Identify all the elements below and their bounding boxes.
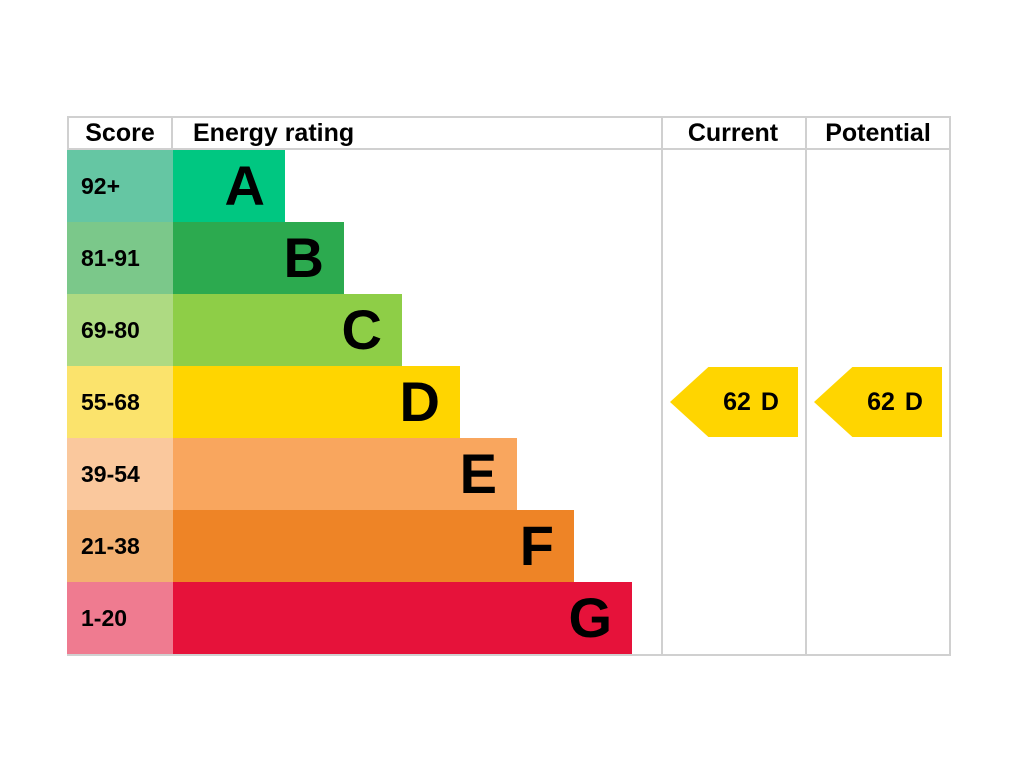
score-range-a: 92+ <box>67 150 173 222</box>
rating-letter-e: E <box>459 442 497 505</box>
header-left-border <box>67 116 69 150</box>
potential-header: Potential <box>825 118 931 147</box>
score-range-g: 1-20 <box>67 582 173 654</box>
potential-score-value: 62 <box>867 387 895 416</box>
energy-rating-header: Energy rating <box>193 118 355 147</box>
rating-bands: 92+ A 81-91 B 69-80 C 55-68 D 39-54 <box>67 150 951 654</box>
band-row-d: 55-68 D <box>67 366 951 438</box>
band-row-f: 21-38 F <box>67 510 951 582</box>
table-bottom-border <box>67 654 951 656</box>
rating-bar-b: B <box>173 222 344 294</box>
rating-bar-c: C <box>173 294 402 366</box>
potential-rating-letter: D <box>904 387 923 416</box>
epc-rating-chart: Score Energy rating Current Potential 92… <box>67 116 951 656</box>
rating-letter-f: F <box>519 514 554 577</box>
band-row-c: 69-80 C <box>67 294 951 366</box>
rating-bar-e: E <box>173 438 517 510</box>
current-score-value: 62 <box>723 387 751 416</box>
rating-bar-g: G <box>173 582 632 654</box>
band-row-a: 92+ A <box>67 150 951 222</box>
rating-letter-d: D <box>399 370 440 433</box>
band-row-b: 81-91 B <box>67 222 951 294</box>
current-header: Current <box>687 118 779 147</box>
score-range-b: 81-91 <box>67 222 173 294</box>
rating-bar-f: F <box>173 510 574 582</box>
score-column-divider <box>171 116 173 150</box>
band-row-g: 1-20 G <box>67 582 951 654</box>
rating-letter-a: A <box>224 154 265 217</box>
rating-bar-d: D <box>173 366 460 438</box>
rating-letter-c: C <box>341 298 382 361</box>
potential-column-divider <box>805 116 807 656</box>
score-header: Score <box>85 118 155 147</box>
table-top-border <box>67 116 951 118</box>
current-column-divider <box>661 116 663 656</box>
current-rating-letter: D <box>760 387 779 416</box>
table-right-border <box>949 116 951 656</box>
rating-letter-g: G <box>568 586 612 649</box>
header-bottom-border <box>67 148 951 150</box>
score-range-c: 69-80 <box>67 294 173 366</box>
score-range-e: 39-54 <box>67 438 173 510</box>
rating-bar-a: A <box>173 150 285 222</box>
rating-letter-b: B <box>283 226 324 289</box>
score-range-f: 21-38 <box>67 510 173 582</box>
band-row-e: 39-54 E <box>67 438 951 510</box>
score-range-d: 55-68 <box>67 366 173 438</box>
